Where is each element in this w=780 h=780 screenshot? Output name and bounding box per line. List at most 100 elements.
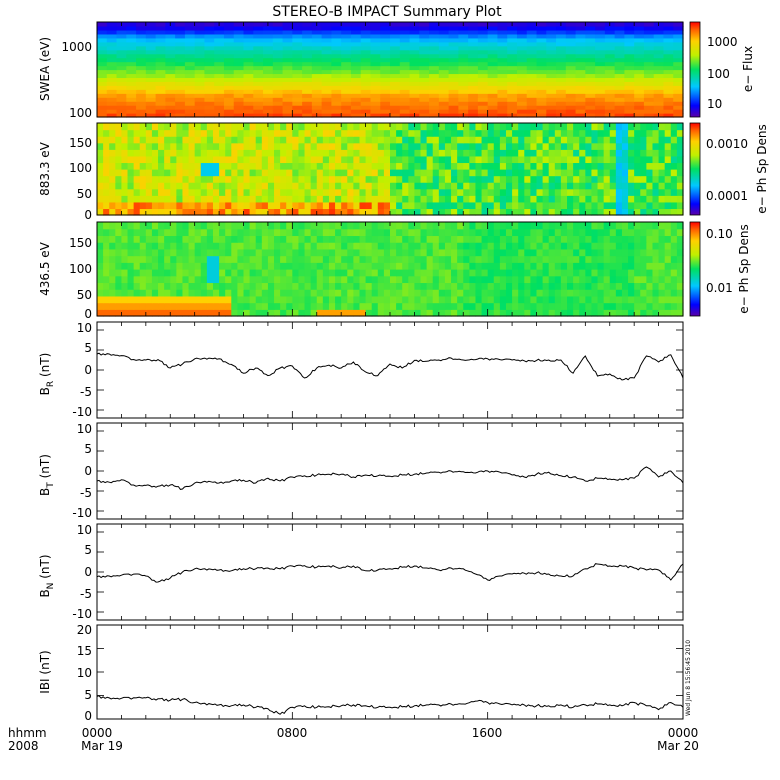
pad436-heatmap-cell <box>353 262 361 270</box>
pad436-heatmap-cell <box>621 242 629 250</box>
swea-heatmap-cell <box>565 77 577 82</box>
pad883-heatmap-cell <box>597 175 605 183</box>
pad436-heatmap-cell <box>396 255 403 263</box>
pad436-heatmap-cell <box>579 309 586 317</box>
pad436-heatmap-cell <box>115 275 123 284</box>
swea-heatmap-cell <box>106 22 118 27</box>
pad436-heatmap-cell <box>103 255 110 263</box>
pad883-heatmap-cell <box>396 195 403 203</box>
pad883-heatmap-cell <box>200 155 208 164</box>
pad883-heatmap-cell <box>609 182 617 190</box>
swea-heatmap-cell <box>526 29 538 35</box>
pad883-heatmap-cell <box>402 175 409 183</box>
br-ytick-5: 5 <box>84 341 92 355</box>
pad436-heatmap-cell <box>646 269 654 277</box>
pad436-heatmap-cell <box>560 228 568 237</box>
swea-heatmap-cell <box>370 81 381 86</box>
swea-heatmap-cell <box>536 93 547 98</box>
swea-heatmap-cell <box>595 77 606 82</box>
pad883-heatmap-cell <box>158 195 165 203</box>
pad883-heatmap-cell <box>231 162 238 170</box>
pad436-heatmap-cell <box>542 262 550 270</box>
pad883-heatmap-cell <box>158 129 165 137</box>
swea-heatmap-cell <box>302 73 313 79</box>
pad883-heatmap-cell <box>432 195 440 203</box>
pad436-heatmap-cell <box>164 222 171 230</box>
pad883-heatmap-cell <box>200 182 208 190</box>
pad883-heatmap-cell <box>573 182 580 190</box>
pad436-heatmap-cell <box>402 235 409 243</box>
pad436-heatmap-cell <box>176 228 184 237</box>
swea-heatmap-cell <box>106 53 118 59</box>
pad436-heatmap-cell <box>585 255 593 263</box>
pad436-heatmap-cell <box>640 262 647 270</box>
swea-heatmap-cell <box>223 25 235 31</box>
swea-heatmap-cell <box>595 85 606 90</box>
pad883-heatmap-cell <box>206 208 214 216</box>
swea-heatmap-cell <box>507 77 518 82</box>
pad883-heatmap-cell <box>512 169 519 177</box>
swea-heatmap-cell <box>624 22 635 27</box>
pad883-heatmap-cell <box>652 155 660 164</box>
swea-heatmap-cell <box>360 101 372 106</box>
pad883-heatmap-cell <box>426 129 434 137</box>
swea-heatmap-cell <box>497 65 508 71</box>
pad883-heatmap-cell <box>414 155 422 164</box>
pad436-heatmap-cell <box>182 228 190 237</box>
swea-heatmap-cell <box>556 81 567 86</box>
swea-heatmap-cell <box>409 53 420 59</box>
swea-heatmap-cell <box>419 41 430 47</box>
pad883-heatmap-cell <box>658 142 666 150</box>
swea-heatmap-cell <box>194 49 206 55</box>
pad883-heatmap-cell <box>634 169 641 177</box>
pad883-heatmap-cell <box>573 169 580 177</box>
swea-heatmap-cell <box>370 57 381 63</box>
pad883-heatmap-cell <box>573 175 580 183</box>
pad436-heatmap-cell <box>463 248 470 257</box>
pad883-heatmap-cell <box>237 162 245 170</box>
pad436-heatmap-cell <box>554 255 562 263</box>
swea-heatmap-cell <box>448 37 459 43</box>
swea-heatmap-cell <box>214 69 225 75</box>
pad883-heatmap-cell <box>145 169 153 177</box>
swea-heatmap-cell <box>634 109 645 114</box>
pad883-heatmap-cell <box>487 123 495 131</box>
swea-heatmap-cell <box>136 22 147 27</box>
swea-heatmap-cell <box>653 29 665 35</box>
pad436-heatmap-cell <box>182 222 190 230</box>
swea-heatmap-cell <box>155 69 166 75</box>
pad436-heatmap-cell <box>420 302 428 310</box>
swea-heatmap-cell <box>516 25 528 31</box>
swea-heatmap-cell <box>175 49 186 55</box>
pad436-heatmap-cell <box>316 228 324 237</box>
swea-heatmap-cell <box>204 41 215 47</box>
pad883-heatmap-cell <box>255 136 263 144</box>
pad436-heatmap-cell <box>109 248 116 257</box>
pad436-heatmap-cell <box>676 269 684 277</box>
swea-heatmap-cell <box>184 85 196 90</box>
swea-heatmap-cell <box>126 41 137 47</box>
pad436-heatmap-cell <box>524 289 531 297</box>
pad883-heatmap-cell <box>518 188 525 196</box>
pad436-heatmap-cell <box>139 302 147 310</box>
pad436-heatmap-cell <box>231 282 238 290</box>
pad436-heatmap-cell <box>530 302 538 310</box>
pad436-heatmap-cell <box>542 295 550 304</box>
pad883-heatmap-cell <box>518 155 525 164</box>
pad883-heatmap-cell <box>640 142 647 150</box>
pad436-heatmap-cell <box>646 235 654 243</box>
pad883-heatmap-cell <box>212 175 220 183</box>
pad883-heatmap-cell <box>353 136 361 144</box>
pad436-heatmap-cell <box>255 262 263 270</box>
swea-heatmap-cell <box>399 81 411 86</box>
pad883-heatmap-cell <box>646 155 654 164</box>
swea-heatmap-cell <box>556 33 567 39</box>
swea-heatmap-cell <box>145 49 157 55</box>
swea-heatmap-cell <box>341 41 352 47</box>
pad883-heatmap-cell <box>560 169 568 177</box>
pad436-heatmap-cell <box>676 275 684 284</box>
bmag-frame <box>96 624 684 720</box>
swea-heatmap-cell <box>565 97 577 102</box>
pad436-heatmap-cell <box>158 269 165 277</box>
swea-heatmap-cell <box>184 45 196 51</box>
